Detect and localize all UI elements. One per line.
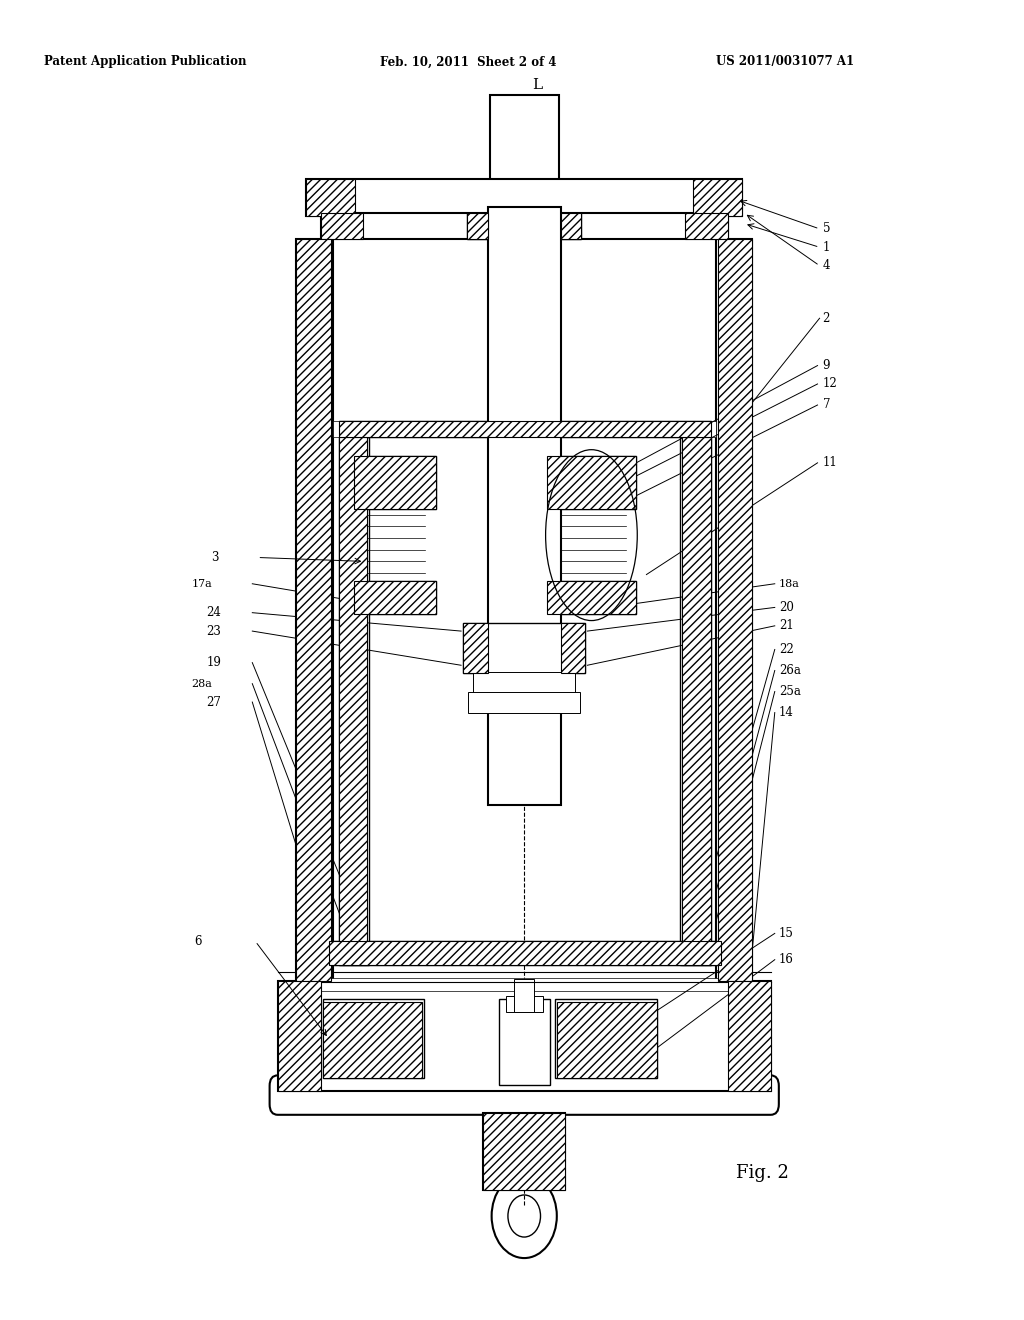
- Bar: [547, 581, 636, 614]
- Text: L: L: [532, 78, 543, 92]
- Bar: [354, 581, 435, 614]
- Bar: [278, 981, 321, 1092]
- Bar: [506, 997, 543, 1012]
- Text: 11: 11: [822, 457, 838, 470]
- Bar: [547, 457, 636, 508]
- Text: 14: 14: [779, 706, 794, 719]
- Bar: [278, 981, 771, 1092]
- Bar: [680, 437, 711, 965]
- Bar: [314, 978, 734, 991]
- Text: 16: 16: [779, 953, 794, 966]
- Text: Feb. 10, 2011  Sheet 2 of 4: Feb. 10, 2011 Sheet 2 of 4: [380, 55, 556, 69]
- Text: 3: 3: [212, 550, 219, 564]
- Bar: [463, 623, 487, 673]
- Bar: [339, 437, 368, 965]
- Bar: [321, 213, 728, 239]
- Bar: [547, 581, 636, 614]
- Bar: [354, 457, 435, 508]
- Text: 19: 19: [207, 656, 221, 669]
- Bar: [323, 1002, 422, 1078]
- Bar: [557, 1002, 656, 1078]
- Bar: [561, 213, 582, 239]
- Bar: [467, 213, 487, 239]
- Bar: [555, 999, 656, 1078]
- Bar: [499, 999, 550, 1085]
- Text: 1: 1: [822, 240, 830, 253]
- Bar: [339, 421, 711, 437]
- Bar: [296, 239, 333, 981]
- Bar: [323, 999, 424, 1078]
- Text: 25a: 25a: [779, 685, 801, 698]
- Bar: [483, 1114, 565, 1189]
- Bar: [483, 1114, 565, 1189]
- Bar: [463, 623, 586, 673]
- Text: 7: 7: [822, 399, 830, 412]
- Text: 12: 12: [822, 378, 838, 391]
- Text: 23: 23: [207, 624, 221, 638]
- Bar: [547, 457, 636, 508]
- Bar: [339, 421, 711, 437]
- Bar: [468, 692, 581, 713]
- FancyBboxPatch shape: [269, 1076, 779, 1115]
- Bar: [339, 437, 370, 965]
- Text: 20: 20: [779, 601, 794, 614]
- Bar: [561, 213, 582, 239]
- Bar: [561, 623, 586, 673]
- Bar: [333, 421, 716, 437]
- Text: 24: 24: [207, 606, 221, 619]
- Text: 21: 21: [779, 619, 794, 632]
- Bar: [306, 180, 742, 215]
- Bar: [329, 941, 721, 965]
- Bar: [487, 206, 561, 805]
- Text: 5: 5: [822, 222, 830, 235]
- Bar: [473, 672, 575, 693]
- Bar: [306, 180, 355, 215]
- Bar: [321, 213, 364, 239]
- Bar: [514, 979, 535, 1012]
- Bar: [296, 239, 331, 981]
- Bar: [354, 581, 435, 614]
- Text: Fig. 2: Fig. 2: [736, 1164, 788, 1181]
- Text: 26a: 26a: [779, 664, 801, 677]
- Bar: [685, 213, 728, 239]
- Text: US 2011/0031077 A1: US 2011/0031077 A1: [716, 55, 854, 69]
- Bar: [467, 213, 487, 239]
- Bar: [728, 981, 771, 1092]
- Bar: [354, 457, 435, 508]
- Bar: [693, 180, 742, 215]
- Text: 27: 27: [207, 696, 221, 709]
- Text: 28a: 28a: [191, 678, 212, 689]
- Bar: [716, 239, 753, 981]
- Text: 17a: 17a: [191, 578, 212, 589]
- Text: 6: 6: [195, 935, 202, 948]
- Bar: [682, 437, 711, 965]
- Text: Patent Application Publication: Patent Application Publication: [43, 55, 246, 69]
- Bar: [718, 239, 753, 981]
- Text: 22: 22: [779, 643, 794, 656]
- Text: 15: 15: [779, 927, 794, 940]
- Bar: [329, 941, 721, 965]
- Text: 2: 2: [822, 312, 830, 325]
- Text: 18a: 18a: [779, 578, 800, 589]
- Text: 4: 4: [822, 259, 830, 272]
- Text: 9: 9: [822, 359, 830, 372]
- Bar: [489, 95, 559, 199]
